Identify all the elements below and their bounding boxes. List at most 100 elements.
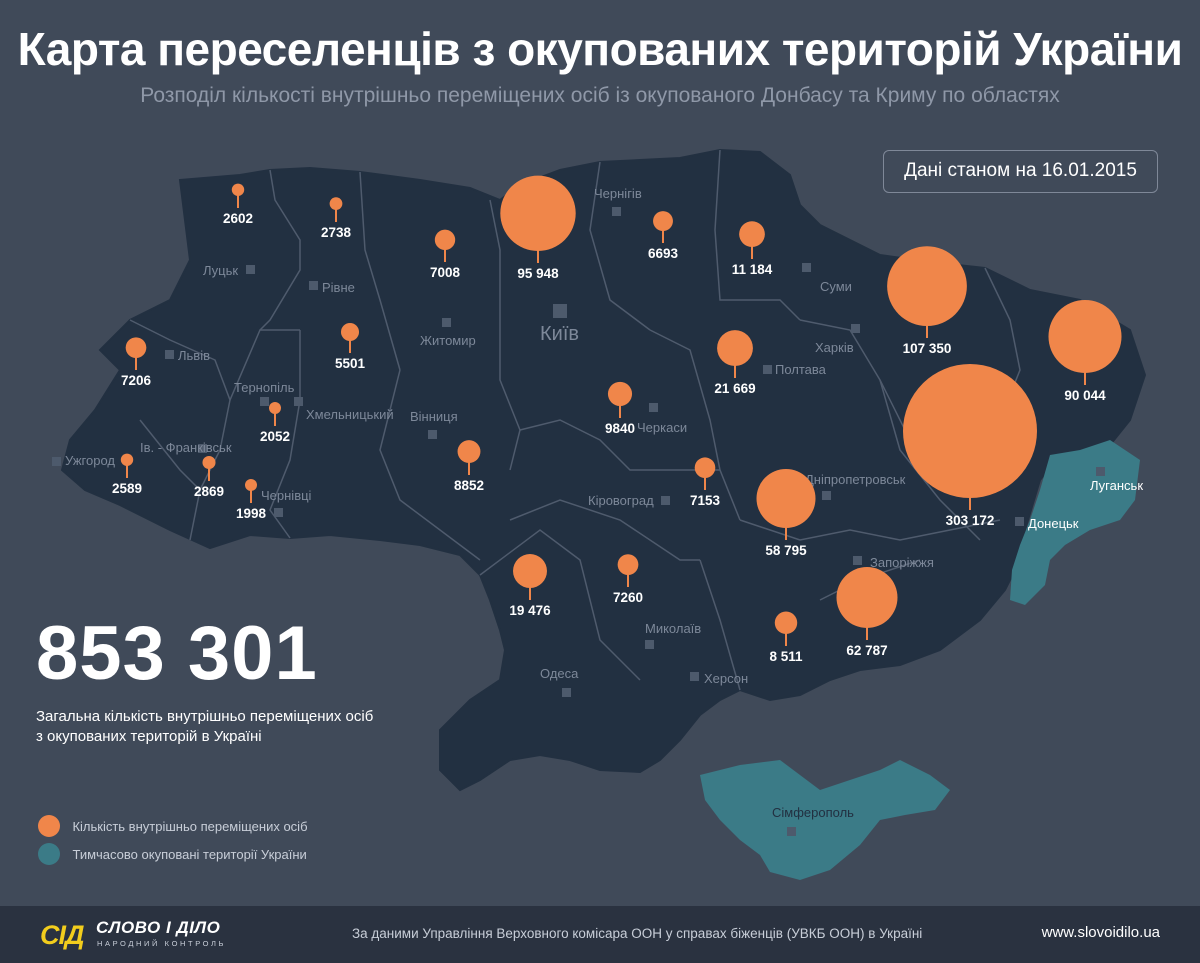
city-marker [553,304,567,318]
bubble-value-label: 95 948 [517,266,559,281]
city-label: Ів. - Франківськ [140,440,232,455]
bubble-value-label: 2052 [260,429,290,444]
city-marker [853,556,862,565]
city-marker [763,365,772,374]
city-label: Тернопіль [234,380,295,395]
legend-label: Кількість внутрішньо переміщених осіб [72,818,308,834]
city-label: Донецьк [1028,516,1079,531]
city-marker [1015,517,1024,526]
legend-teal-dot [38,843,60,865]
legend-item-bubbles: Кількість внутрішньо переміщених осіб [38,815,308,837]
bubble-вінницька [457,440,481,464]
bubble-львівська [125,337,147,358]
city-marker [690,672,699,681]
city-label: Черкаси [637,420,687,435]
logo-tagline: НАРОДНИЙ КОНТРОЛЬ [97,939,227,948]
bubble-value-label: 107 350 [903,341,952,356]
bubble-запорізька [836,567,898,628]
city-marker [165,350,174,359]
crimea-occupied [700,760,950,880]
bubble-чернігівська [653,211,673,231]
date-note: Дані станом на 16.01.2015 [883,150,1158,193]
city-label: Житомир [420,333,476,348]
bubble-value-label: 11 184 [732,262,773,277]
logo-name: СЛОВО І ДІЛО [96,918,221,937]
bubble-value-label: 9840 [605,421,635,436]
bubble-чернівецька [245,479,257,491]
city-label: Кіровоград [588,493,654,508]
source-note: За даними Управління Верховного комісара… [352,926,923,941]
city-labels: Луцьк Рівне Житомир Київ Чернігів Суми Х… [65,186,1143,820]
total-count: 853 301 [36,611,318,696]
bubble-херсонська [774,611,798,634]
city-label: Полтава [775,362,827,377]
city-label: Луганськ [1090,478,1143,493]
city-label: Ужгород [65,453,115,468]
city-marker [787,827,796,836]
bubble-value-label: 7260 [613,590,643,605]
bubble-value-label: 62 787 [846,643,887,658]
city-label: Харків [815,340,854,355]
bubble-донецька [903,364,1037,498]
city-label: Херсон [704,671,748,686]
bubble-value-label: 19 476 [509,603,551,618]
bubble-сумська [739,221,765,247]
bubble-value-label: 58 795 [765,543,807,558]
bubble-кіровоградська [694,457,716,478]
page-subtitle: Розподіл кількості внутрішньо переміщени… [140,84,1060,107]
total-caption-line-1: Загальна кількість внутрішньо переміщени… [36,708,374,725]
city-label: Луцьк [203,263,238,278]
bubble-value-label: 7153 [690,493,721,508]
city-marker [52,457,61,466]
bubble-value-label: 2589 [112,481,142,496]
donbas-occupied [1010,440,1140,605]
bubble-одеська [513,554,547,588]
city-marker [802,263,811,272]
city-marker [294,397,303,406]
city-label: Львів [178,348,210,363]
city-label: Хмельницький [306,407,394,422]
page-title: Карта переселенців з окупованих територі… [17,23,1183,75]
city-label: Рівне [322,280,355,295]
city-marker [260,397,269,406]
bubble-черкаська [607,381,633,407]
bubble-волинська [231,183,245,196]
city-marker [661,496,670,505]
bubble-layer: 2602 2738 7008 95 948 6693 11 184 107 350 90 04… [112,175,1122,664]
bubble-харківська [887,246,967,326]
bubble-тернопільська [269,402,281,414]
footer: СІД СЛОВО І ДІЛО НАРОДНИЙ КОНТРОЛЬ За да… [0,906,1200,963]
bubble-івано-франківська [202,455,216,469]
total-caption-line-2: з окупованих територій в Україні [36,728,262,745]
bubble-хмельницька [340,322,360,341]
city-marker [562,688,571,697]
legend-label: Тимчасово окуповані території України [72,846,307,862]
bubble-житомирська [434,229,456,250]
city-marker [198,444,207,453]
bubble-value-label: 2738 [321,225,352,240]
city-label: Сімферополь [772,805,854,820]
city-marker [612,207,621,216]
city-marker [442,318,451,327]
bubble-дніпропетровська [756,468,816,528]
legend-orange-dot [38,815,60,837]
bubble-value-label: 7008 [430,265,461,280]
city-label: Одеса [540,666,579,681]
city-marker [1096,467,1105,476]
site-link[interactable]: www.slovoidilo.ua [1041,924,1160,941]
legend-item-occupied: Тимчасово окуповані території України [38,843,307,865]
bubble-value-label: 21 669 [714,381,755,396]
bubble-value-label: 6693 [648,246,679,261]
city-marker [645,640,654,649]
total-caption: Загальна кількість внутрішньо переміщени… [36,707,456,747]
city-marker [428,430,437,439]
bubble-value-label: 1998 [236,506,267,521]
bubble-value-label: 2869 [194,484,224,499]
city-label: Вінниця [410,409,458,424]
bubble-value-label: 8852 [454,478,484,493]
city-label: Дніпропетровськ [805,472,906,487]
bubble-value-label: 8 511 [769,649,803,664]
bubble-value-label: 5501 [335,356,366,371]
city-marker [649,403,658,412]
